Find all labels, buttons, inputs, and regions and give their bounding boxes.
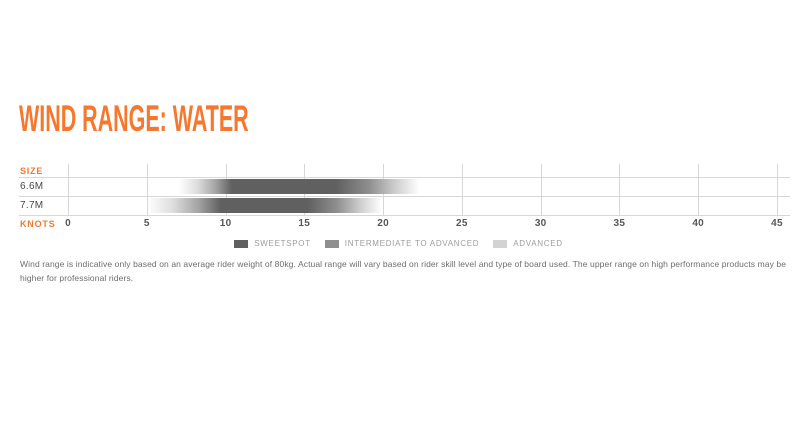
- gridline-horizontal: [19, 177, 790, 178]
- gridline-horizontal: [19, 215, 790, 216]
- legend-swatch: [493, 239, 508, 248]
- legend-item: INTERMEDIATE TO ADVANCED: [324, 239, 480, 248]
- footnote-text: Wind range is indicative only based on a…: [20, 259, 787, 283]
- axis-tick-label: 0: [65, 218, 71, 229]
- size-row-label: 6.6M: [20, 181, 44, 192]
- wind-range-bar: [68, 198, 777, 213]
- axis-tick-label: 15: [298, 218, 311, 229]
- axis-tick-label: 45: [771, 218, 783, 229]
- legend-item: ADVANCED: [493, 239, 562, 248]
- wind-range-bar: [68, 179, 777, 194]
- size-column-header: SIZE: [20, 166, 44, 176]
- gridline-horizontal: [19, 196, 790, 197]
- legend-label: INTERMEDIATE TO ADVANCED: [344, 239, 480, 248]
- axis-tick-label: 40: [692, 218, 705, 229]
- legend-label: SWEETSPOT: [254, 239, 311, 248]
- legend-swatch: [234, 239, 249, 248]
- axis-tick-label: 30: [534, 218, 547, 229]
- legend-label: ADVANCED: [513, 239, 563, 248]
- axis-tick-label: 35: [613, 218, 626, 229]
- page-title: WIND RANGE: WATER: [19, 98, 249, 139]
- axis-tick-label: 10: [219, 218, 232, 229]
- legend-swatch: [324, 239, 339, 248]
- axis-tick-label: 25: [456, 218, 468, 229]
- knots-axis-label: KNOTS: [20, 219, 56, 229]
- legend-item: SWEETSPOT: [234, 239, 311, 248]
- axis-tick-label: 5: [143, 218, 150, 229]
- chart-legend: SWEETSPOT INTERMEDIATE TO ADVANCED ADVANCE…: [0, 239, 797, 248]
- axis-tick-label: 20: [377, 218, 389, 229]
- gridline-vertical: [777, 164, 778, 216]
- size-row-label: 7.7M: [20, 200, 44, 211]
